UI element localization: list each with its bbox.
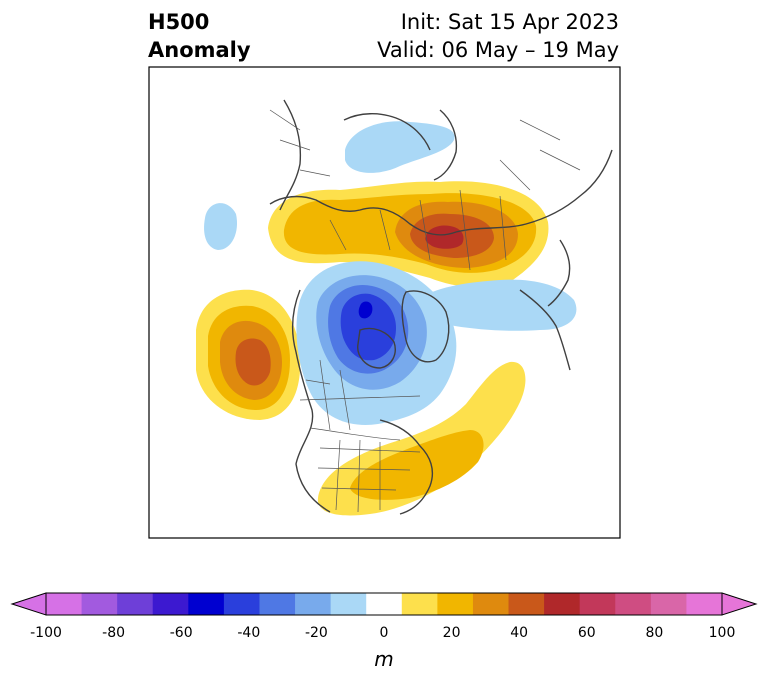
colorbar-swatch: [81, 593, 118, 615]
colorbar-swatch: [259, 593, 296, 615]
negative-anomaly-pacific: [204, 203, 238, 250]
coast-north-america-east: [379, 419, 434, 515]
border-eurasia: [329, 189, 507, 271]
border-canada-provinces: [299, 359, 421, 431]
colorbar-tick-label: 0: [379, 625, 389, 641]
anomaly-map: [148, 66, 621, 539]
colorbar-tick-label: -100: [30, 625, 62, 641]
coastlines: [269, 99, 613, 515]
coast-africa: [279, 99, 302, 211]
border-us-canada: [309, 427, 401, 441]
positive-anomaly-eastus-20: [350, 430, 484, 500]
negative-anomaly-asia: [418, 279, 577, 331]
border-africa: [269, 109, 331, 177]
colorbar-swatch: [650, 593, 687, 615]
colorbar-swatch: [579, 593, 616, 615]
positive-anomaly-pacific-40: [235, 338, 271, 386]
colorbar-swatch: [615, 593, 652, 615]
colorbar-swatches: [10, 592, 758, 616]
borders: [269, 109, 581, 513]
colorbar-swatch: [152, 593, 189, 615]
title-left: H500 Anomaly: [148, 8, 251, 64]
colorbar-swatch: [223, 593, 260, 615]
colorbar-frame: [45, 592, 723, 616]
colorbar-swatch: [401, 593, 438, 615]
colorbar-tick-label: -20: [304, 625, 328, 641]
colorbar-swatch: [544, 593, 581, 615]
colorbar: [10, 592, 758, 616]
colorbar-tick-label: 40: [510, 625, 529, 641]
colorbar-extend-max: [721, 592, 758, 616]
colorbar-swatch: [686, 593, 723, 615]
negative-anomaly-canada-40: [340, 293, 396, 361]
colorbar-swatch: [472, 593, 510, 615]
border-us-states: [317, 439, 421, 513]
init-date: Init: Sat 15 Apr 2023: [400, 10, 619, 34]
anomaly-fills: [196, 121, 577, 516]
colorbar-tick-label: 60: [577, 625, 596, 641]
colorbar-tick-label: 100: [708, 625, 736, 641]
coast-asia-north: [455, 149, 613, 233]
colorbar-tick-label: -40: [237, 625, 261, 641]
colorbar-swatch: [117, 593, 154, 615]
positive-anomaly-russia-50: [425, 225, 464, 249]
colorbar-swatch: [508, 593, 545, 615]
negative-anomaly-canada-50: [358, 301, 373, 319]
colorbar-tick-label: 80: [645, 625, 664, 641]
title-field: Anomaly: [148, 38, 251, 62]
map-frame: [148, 66, 621, 539]
colorbar-swatch: [366, 593, 403, 615]
coast-north-america-west: [291, 289, 331, 513]
colorbar-swatch: [188, 593, 225, 615]
coast-europe: [269, 195, 457, 236]
colorbar-swatch: [46, 593, 83, 615]
negative-anomaly-arctic-top: [345, 121, 455, 173]
border-asia-east: [499, 119, 581, 191]
colorbar-extend-min: [10, 592, 47, 616]
coast-hudson-bay: [357, 327, 396, 369]
colorbar-unit: m: [374, 647, 394, 671]
coast-arabia: [343, 113, 431, 151]
colorbar-tick-label: -60: [169, 625, 193, 641]
coast-japan: [547, 239, 571, 307]
coast-india: [433, 109, 458, 181]
coast-asia-east: [519, 289, 571, 371]
colorbar-swatch: [330, 593, 367, 615]
colorbar-swatch: [437, 593, 474, 615]
colorbar-tick-label: -80: [102, 625, 126, 641]
colorbar-swatch: [295, 593, 332, 615]
colorbar-tick-label: 20: [442, 625, 461, 641]
title-variable: H500: [148, 10, 210, 34]
valid-range: Valid: 06 May – 19 May: [377, 38, 619, 62]
coast-greenland: [401, 290, 450, 363]
title-right: Init: Sat 15 Apr 2023 Valid: 06 May – 19…: [377, 8, 619, 64]
